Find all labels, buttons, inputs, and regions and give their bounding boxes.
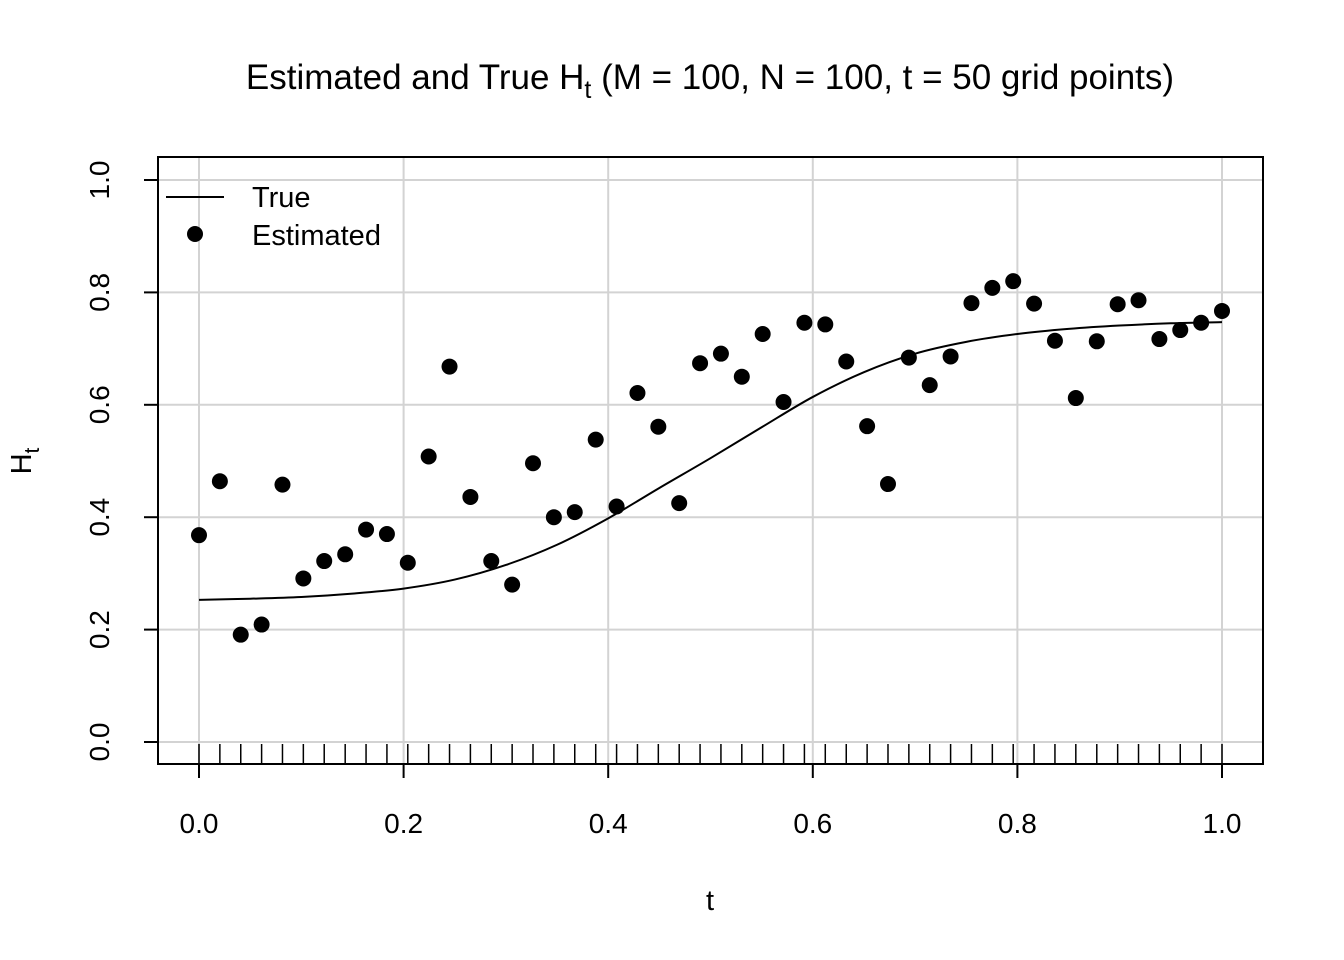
plot-area-border	[157, 156, 1264, 765]
estimated-point-10	[399, 554, 416, 571]
estimated-point-39	[1005, 273, 1022, 290]
chart-title-prefix: Estimated and True H	[246, 58, 585, 97]
estimated-point-21	[629, 384, 646, 401]
x-tick-label-4: 0.8	[998, 808, 1037, 839]
estimated-point-5	[295, 570, 312, 587]
estimated-point-36	[942, 348, 959, 365]
estimated-point-48	[1193, 314, 1210, 331]
estimated-point-42	[1067, 390, 1084, 407]
estimated-point-23	[671, 495, 688, 512]
estimated-point-35	[921, 377, 938, 394]
estimated-point-8	[358, 521, 375, 538]
legend-label-true: True	[252, 182, 311, 214]
y-axis-title-subscript: t	[21, 447, 44, 453]
estimated-point-1	[211, 473, 228, 490]
x-axis: 0.0 0.2 0.4 0.6 0.8 1.0	[180, 764, 1242, 839]
estimated-series	[191, 273, 1230, 643]
estimated-point-40	[1026, 295, 1043, 312]
estimated-point-45	[1130, 292, 1147, 309]
estimated-point-4	[274, 476, 291, 493]
estimated-point-47	[1172, 322, 1189, 339]
chart-title: Estimated and True Ht (M = 100, N = 100,…	[246, 58, 1174, 104]
estimated-point-18	[566, 504, 583, 521]
estimated-point-37	[963, 295, 980, 312]
chart-title-suffix: (M = 100, N = 100, t = 50 grid points)	[591, 58, 1174, 97]
y-axis-title-main: H	[6, 453, 38, 474]
estimated-point-20	[608, 498, 625, 515]
estimated-point-33	[879, 476, 896, 493]
chart-title-subscript: t	[584, 76, 591, 104]
y-axis: 0.0 0.2 0.4 0.6 0.8 1.0	[84, 161, 158, 762]
estimated-point-32	[859, 418, 876, 435]
estimated-point-17	[545, 509, 562, 526]
estimated-point-26	[733, 368, 750, 385]
y-tick-label-1: 0.2	[84, 610, 115, 649]
rug	[198, 744, 1223, 764]
x-tick-label-2: 0.4	[589, 808, 628, 839]
estimated-point-29	[796, 314, 813, 331]
estimated-point-31	[838, 353, 855, 370]
x-axis-title: t	[706, 885, 714, 917]
estimated-point-3	[253, 616, 270, 633]
estimated-point-6	[316, 553, 333, 570]
estimated-point-7	[337, 546, 354, 563]
estimated-point-27	[754, 325, 771, 342]
estimated-point-49	[1214, 302, 1230, 319]
y-tick-label-3: 0.6	[84, 385, 115, 424]
estimated-point-43	[1088, 333, 1105, 350]
estimated-point-30	[817, 316, 834, 333]
estimated-point-41	[1046, 332, 1063, 349]
x-tick-label-0: 0.0	[180, 808, 219, 839]
estimated-point-9	[378, 526, 395, 543]
legend-point-swatch	[187, 226, 203, 242]
estimated-point-22	[650, 418, 667, 435]
y-tick-label-2: 0.4	[84, 498, 115, 537]
estimated-point-15	[504, 576, 521, 593]
estimated-point-24	[692, 355, 709, 372]
estimated-point-34	[900, 349, 917, 366]
estimated-point-12	[441, 358, 458, 375]
true-curve	[198, 321, 1223, 601]
estimated-point-19	[587, 431, 604, 448]
y-tick-label-4: 0.8	[84, 273, 115, 312]
estimated-point-13	[462, 488, 479, 505]
estimated-point-14	[483, 553, 500, 570]
x-tick-label-5: 1.0	[1203, 808, 1242, 839]
y-axis-title: Ht	[6, 447, 44, 474]
estimated-point-16	[525, 455, 542, 472]
legend-label-estimated: Estimated	[252, 220, 381, 252]
true-series	[198, 321, 1223, 601]
x-tick-label-3: 0.6	[793, 808, 832, 839]
y-tick-label-5: 1.0	[84, 161, 115, 200]
estimated-point-44	[1109, 296, 1126, 313]
estimated-point-28	[775, 393, 792, 410]
estimated-point-25	[712, 345, 729, 362]
estimated-point-46	[1151, 331, 1168, 348]
estimated-point-2	[232, 626, 249, 643]
y-tick-label-0: 0.0	[84, 723, 115, 762]
estimated-point-0	[191, 527, 207, 544]
estimated-point-38	[984, 279, 1001, 296]
legend: True Estimated	[166, 182, 381, 252]
estimated-point-11	[420, 448, 437, 465]
x-tick-label-1: 0.2	[384, 808, 423, 839]
